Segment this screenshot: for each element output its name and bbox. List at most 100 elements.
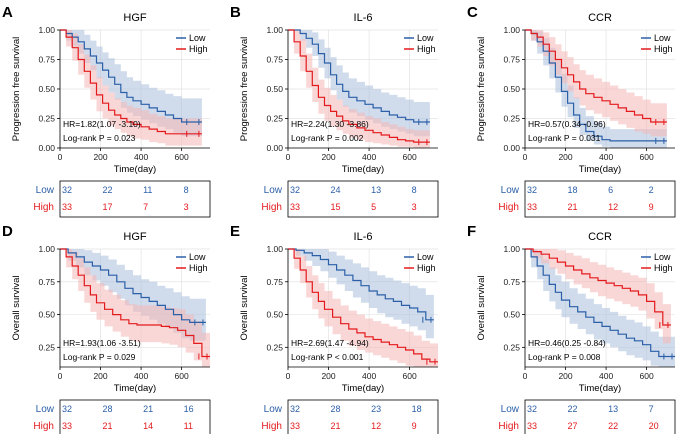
y-axis-label: Overall survival — [239, 276, 250, 341]
series-line-low — [288, 248, 434, 321]
x-tick-label: 400 — [134, 152, 148, 162]
panel-letter: F — [467, 223, 476, 240]
risk-count-high: 20 — [649, 421, 659, 431]
x-tick-label: 400 — [362, 152, 376, 162]
panel-a: A HGF 0.00 0.25 0.50 0.75 1.00 0 200 400 600 Time(d… — [2, 4, 211, 218]
chart-title: HGF — [123, 231, 147, 243]
y-axis-label: Progression free survival — [11, 37, 22, 142]
legend-label-low: Low — [189, 252, 206, 262]
x-tick-label: 600 — [403, 371, 417, 381]
x-axis-label: Time(day) — [114, 164, 156, 175]
chart-title: IL-6 — [354, 231, 373, 243]
hazard-ratio-text: HR=1.82(1.07 -3.10) — [63, 119, 141, 129]
y-tick-label: 1.00 — [38, 244, 55, 254]
risk-row-label-low: Low — [501, 404, 520, 415]
x-tick-label: 200 — [558, 152, 572, 162]
risk-row-label-low: Low — [36, 404, 55, 415]
y-tick-label: 0.75 — [38, 277, 55, 287]
series-line-low — [60, 29, 202, 123]
y-tick-label: 0.25 — [38, 114, 55, 124]
y-tick-label: 0.00 — [38, 143, 55, 153]
risk-row-label-low: Low — [264, 404, 283, 415]
risk-row-label-high: High — [261, 421, 282, 432]
panel-letter: D — [2, 223, 13, 240]
risk-count-high: 3 — [412, 202, 417, 212]
legend-label-high: High — [189, 44, 208, 54]
risk-count-high: 27 — [568, 421, 578, 431]
x-tick-label: 0 — [58, 371, 63, 381]
panel-c: C CCR 0.00 0.25 0.50 0.75 1.00 0 200 400 600 Time(d… — [467, 4, 676, 218]
risk-count-low: 28 — [103, 404, 113, 414]
hazard-ratio-text: HR=2.69(1.47 -4.94) — [291, 338, 369, 348]
x-tick-label: 600 — [640, 152, 654, 162]
panel-b: B IL-6 0.00 0.25 0.50 0.75 1.00 0 200 400 600 Time(… — [230, 4, 439, 218]
y-axis-label: Overall survival — [11, 276, 22, 341]
hazard-ratio-text: HR=0.57(0.34 -0.96) — [528, 119, 606, 129]
x-tick-label: 600 — [175, 152, 189, 162]
risk-count-low: 6 — [608, 185, 613, 195]
risk-count-high: 33 — [62, 421, 72, 431]
x-tick-label: 600 — [175, 371, 189, 381]
risk-count-high: 33 — [527, 202, 537, 212]
y-tick-label: 0.00 — [266, 143, 283, 153]
logrank-p-text: Log-rank P = 0.008 — [528, 352, 601, 362]
risk-count-low: 32 — [62, 404, 72, 414]
risk-count-high: 33 — [290, 202, 300, 212]
logrank-p-text: Log-rank P = 0.029 — [63, 352, 136, 362]
risk-count-high: 21 — [568, 202, 578, 212]
risk-row-label-low: Low — [501, 185, 520, 196]
risk-count-low: 18 — [412, 404, 422, 414]
risk-count-high: 5 — [371, 202, 376, 212]
y-tick-label: 0.75 — [503, 55, 520, 65]
x-axis-label: Time(day) — [342, 164, 384, 175]
risk-count-low: 16 — [184, 404, 194, 414]
risk-count-low: 32 — [290, 404, 300, 414]
y-tick-label: 0.50 — [266, 84, 283, 94]
legend-label-low: Low — [417, 33, 434, 43]
risk-count-low: 32 — [290, 185, 300, 195]
panel-letter: B — [230, 4, 241, 21]
ci-band-low — [525, 249, 675, 367]
legend-label-low: Low — [654, 252, 671, 262]
ci-band-low — [288, 30, 430, 137]
risk-count-high: 22 — [608, 421, 618, 431]
risk-table-frame — [524, 180, 676, 218]
risk-count-high: 9 — [412, 421, 417, 431]
y-axis-label: Progression free survival — [476, 37, 487, 142]
y-axis-label: Progression free survival — [239, 37, 250, 142]
y-tick-label: 0.00 — [503, 143, 520, 153]
risk-row-label-high: High — [33, 421, 54, 432]
y-tick-label: 1.00 — [38, 25, 55, 35]
series-line-high — [60, 248, 210, 358]
risk-count-high: 9 — [649, 202, 654, 212]
legend-label-high: High — [417, 263, 436, 273]
hazard-ratio-text: HR=1.93(1.06 -3.51) — [63, 338, 141, 348]
y-tick-label: 0.75 — [503, 277, 520, 287]
risk-count-low: 8 — [184, 185, 189, 195]
ci-band-high — [288, 30, 430, 148]
series-line-high — [525, 29, 667, 123]
risk-count-low: 18 — [568, 185, 578, 195]
logrank-p-text: Log-rank P = 0.023 — [63, 133, 136, 143]
panel-letter: C — [467, 4, 478, 21]
ci-band-low — [288, 249, 434, 339]
x-tick-label: 200 — [93, 371, 107, 381]
risk-row-label-high: High — [33, 202, 54, 213]
panel-e: E IL-6 0.25 0.50 0.75 1.00 0 200 400 600 Time(day)… — [230, 223, 439, 437]
chart-title: HGF — [123, 12, 147, 24]
risk-count-high: 21 — [331, 421, 341, 431]
y-tick-label: 1.00 — [266, 25, 283, 35]
x-tick-label: 0 — [523, 371, 528, 381]
legend-label-high: High — [654, 44, 673, 54]
series-line-high — [288, 248, 438, 363]
risk-count-low: 24 — [331, 185, 341, 195]
x-tick-label: 600 — [640, 371, 654, 381]
risk-count-low: 13 — [608, 404, 618, 414]
risk-count-high: 12 — [608, 202, 618, 212]
risk-table-frame — [59, 180, 211, 218]
risk-count-low: 8 — [412, 185, 417, 195]
risk-count-low: 28 — [331, 404, 341, 414]
hazard-ratio-text: HR=2.24(1.30 -3.86) — [291, 119, 369, 129]
risk-row-label-low: Low — [264, 185, 283, 196]
risk-row-label-high: High — [261, 202, 282, 213]
